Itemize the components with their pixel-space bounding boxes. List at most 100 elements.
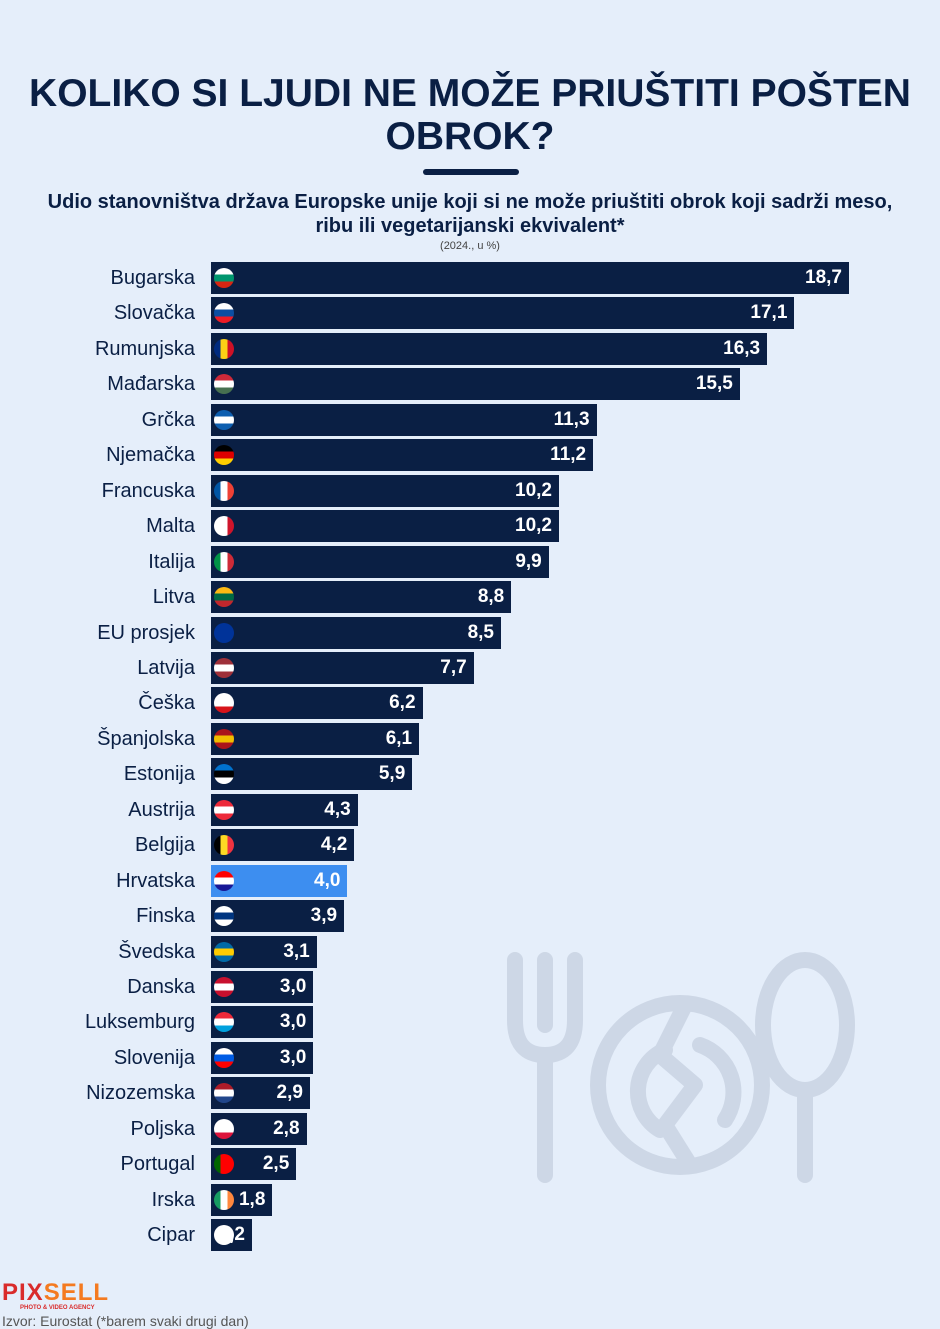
flag-icon — [214, 445, 234, 466]
value-label: 1,8 — [238, 1188, 266, 1210]
value-label: 17,1 — [750, 302, 788, 324]
category-label: Slovačka — [113, 302, 195, 325]
bar: 3,0 — [211, 971, 314, 1003]
bar: 18,7 — [211, 262, 849, 294]
flag-icon — [214, 1012, 234, 1033]
bar: 10,2 — [211, 510, 559, 543]
category-label: Francuska — [101, 479, 195, 502]
value-label: 1,2 — [218, 1224, 245, 1246]
category-label: Njemačka — [106, 444, 195, 467]
bar: 3,0 — [211, 1006, 314, 1039]
bar: 9,9 — [211, 545, 549, 578]
flag-icon — [214, 1189, 234, 1210]
bar: 1,8 — [211, 1183, 273, 1216]
value-label: 15,5 — [695, 373, 733, 395]
bar: 16,3 — [211, 332, 768, 365]
bar: 2,8 — [211, 1112, 307, 1145]
category-label: Češka — [138, 692, 195, 715]
bar: 10,2 — [211, 474, 559, 507]
value-label: 16,3 — [723, 337, 761, 359]
flag-icon — [214, 728, 234, 749]
value-label: 4,0 — [314, 869, 341, 891]
flag-icon — [214, 764, 234, 785]
bar: 17,1 — [211, 297, 795, 330]
value-label: 3,0 — [279, 976, 307, 997]
chart-note: (2024., u %) — [440, 240, 500, 252]
flag-icon — [214, 516, 234, 537]
value-label: 11,3 — [553, 408, 590, 430]
flag-icon — [214, 1118, 234, 1139]
bar: 2,5 — [211, 1148, 297, 1181]
category-label: Bugarska — [110, 267, 196, 289]
value-label: 3,9 — [310, 905, 338, 927]
bar: 4,3 — [211, 793, 358, 826]
flag-icon — [214, 1154, 234, 1175]
bar: 2,9 — [211, 1077, 310, 1110]
flag-icon — [214, 799, 234, 820]
category-label: Grčka — [141, 408, 195, 431]
value-label: 10,2 — [515, 515, 552, 537]
flag-icon — [214, 977, 234, 997]
value-label: 10,2 — [515, 479, 552, 501]
category-label: Slovenija — [113, 1046, 195, 1069]
category-label: Irska — [151, 1188, 195, 1211]
flag-icon — [214, 587, 234, 608]
value-label: 4,2 — [320, 834, 348, 856]
category-label: Cipar — [147, 1224, 195, 1247]
category-label: Danska — [127, 976, 195, 998]
flag-icon — [214, 1047, 234, 1068]
category-label: Italija — [148, 550, 195, 573]
flag-icon — [214, 409, 234, 430]
flag-icon — [214, 1225, 234, 1246]
value-label: 5,9 — [378, 763, 406, 785]
category-label: Estonija — [123, 763, 195, 786]
bar: 11,3 — [211, 403, 597, 436]
flag-icon — [214, 835, 234, 856]
category-label: Španjolska — [97, 727, 195, 750]
bar: 4,2 — [211, 829, 355, 862]
flag-icon — [214, 657, 234, 678]
flag-icon — [214, 338, 234, 359]
flag-icon — [214, 870, 234, 891]
bar: 8,5 — [211, 616, 501, 649]
value-label: 7,7 — [440, 656, 467, 678]
category-label: Rumunjska — [94, 337, 195, 360]
bar: 5,9 — [211, 758, 413, 791]
flag-icon — [214, 906, 234, 927]
value-label: 3,0 — [279, 1046, 307, 1068]
bar: 3,0 — [211, 1041, 314, 1074]
category-label: Latvija — [137, 656, 195, 679]
value-label: 6,1 — [385, 727, 413, 749]
category-label: Malta — [146, 515, 195, 538]
value-label: 3,1 — [283, 940, 310, 962]
value-label: 8,5 — [467, 621, 494, 643]
bar: 1,2 — [211, 1219, 252, 1252]
value-label: 4,3 — [324, 798, 351, 820]
category-label: Mađarska — [107, 373, 195, 396]
logo-tagline: PHOTO & VIDEO AGENCY — [20, 1305, 95, 1311]
value-label: 3,0 — [279, 1011, 307, 1033]
bar: 11,2 — [211, 439, 594, 472]
value-label: 18,7 — [805, 267, 842, 288]
flag-icon — [214, 374, 234, 395]
bar: 6,2 — [211, 687, 423, 720]
category-label: EU prosjek — [97, 621, 195, 644]
category-label: Hrvatska — [116, 869, 195, 892]
bar: 3,9 — [211, 900, 345, 933]
flag-icon — [214, 941, 234, 962]
flag-icon — [214, 622, 234, 643]
category-label: Litva — [152, 586, 195, 609]
fork-plate-spoon-watermark-icon — [507, 952, 855, 1183]
bar: 3,1 — [211, 935, 317, 968]
category-label: Portugal — [120, 1153, 196, 1176]
flag-icon — [214, 480, 234, 501]
value-label: 8,8 — [477, 586, 505, 608]
category-label: Švedska — [118, 940, 195, 963]
chart-title: KOLIKO SI LJUDI NE MOŽE PRIUŠTITI POŠTEN… — [29, 72, 911, 158]
bar: 4,0 — [211, 864, 348, 897]
source-note: Izvor: Eurostat (*barem svaki drugi dan) — [2, 1313, 249, 1329]
value-label: 2,9 — [276, 1082, 303, 1104]
bar: 8,8 — [211, 581, 512, 614]
category-label: Luksemburg — [84, 1011, 195, 1034]
